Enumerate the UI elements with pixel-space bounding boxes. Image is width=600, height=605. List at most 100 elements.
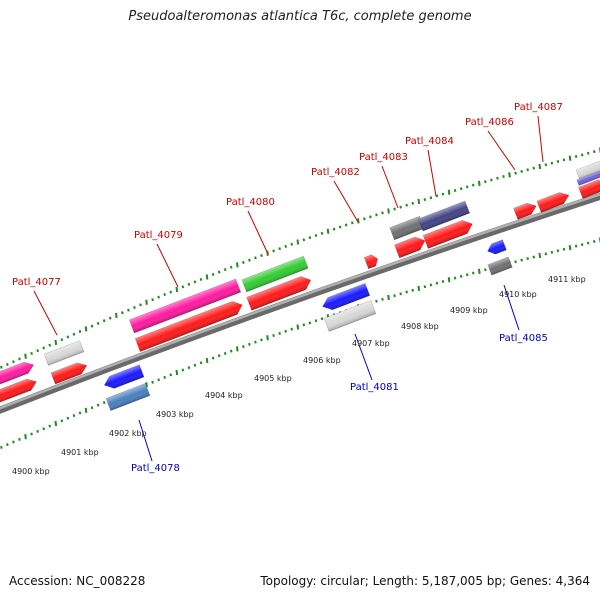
minor-tick	[6, 362, 9, 366]
minor-tick	[193, 363, 197, 367]
minor-tick	[520, 169, 523, 173]
minor-tick	[242, 261, 245, 264]
major-tick	[508, 172, 511, 178]
minor-tick	[453, 188, 457, 192]
leader-line	[537, 115, 544, 163]
minor-tick	[423, 198, 427, 202]
minor-tick	[592, 150, 596, 154]
minor-tick	[187, 366, 191, 370]
cds-forward	[513, 202, 537, 220]
minor-tick	[580, 243, 584, 247]
gene-label-forward: Patl_4087	[514, 102, 563, 113]
ruler-tick-label: 4908 kbp	[401, 322, 439, 331]
cds-forward	[246, 276, 312, 311]
minor-tick	[260, 254, 263, 258]
leader-line	[247, 210, 269, 255]
major-tick	[266, 335, 269, 341]
minor-tick	[217, 354, 221, 358]
minor-tick	[18, 437, 21, 441]
minor-tick	[229, 265, 233, 269]
minor-tick	[496, 176, 499, 180]
minor-tick	[36, 349, 39, 353]
major-tick	[54, 420, 58, 427]
minor-tick	[163, 293, 166, 297]
minor-tick	[157, 378, 160, 382]
gene-label-forward: Patl_4080	[226, 197, 275, 208]
minor-tick	[199, 277, 203, 281]
minor-tick	[332, 227, 336, 231]
gene-label-forward: Patl_4082	[311, 167, 360, 178]
minor-tick	[78, 330, 82, 334]
ruler-tick-label: 4901 kbp	[61, 448, 99, 457]
ruler-tick-label: 4910 kbp	[499, 290, 537, 299]
minor-tick	[30, 351, 33, 355]
forward-track-tick-row	[0, 147, 600, 369]
gene-forward	[417, 200, 471, 232]
minor-tick	[96, 403, 100, 407]
minor-tick	[405, 203, 408, 207]
minor-tick	[514, 260, 517, 264]
minor-tick	[96, 321, 100, 325]
ruler-tick-label: 4900 kbp	[12, 467, 50, 476]
minor-tick	[544, 163, 548, 167]
major-tick	[24, 353, 27, 359]
gene-forward	[0, 361, 35, 386]
gene-labels: Patl_4077 Patl_4079 Patl_4080 Patl_4082 Patl…	[12, 102, 563, 474]
major-tick	[568, 245, 572, 251]
minor-tick	[308, 321, 312, 325]
minor-tick	[108, 316, 112, 320]
major-tick	[145, 382, 148, 388]
minor-tick	[12, 360, 15, 364]
minor-tick	[459, 187, 463, 191]
minor-tick	[484, 180, 487, 184]
minor-tick	[193, 280, 197, 284]
minor-tick	[157, 295, 160, 299]
minor-tick	[284, 329, 287, 333]
minor-tick	[30, 432, 33, 436]
minor-tick	[0, 365, 3, 369]
minor-tick	[556, 159, 560, 163]
major-tick	[326, 228, 330, 234]
minor-tick	[526, 168, 529, 172]
minor-tick	[484, 268, 487, 272]
minor-tick	[242, 345, 245, 349]
major-tick	[205, 357, 209, 364]
gene-forward	[128, 278, 242, 334]
major-tick	[568, 155, 572, 161]
minor-tick	[169, 290, 173, 294]
cds-reverse	[323, 300, 377, 332]
gene-label-reverse: Patl_4081	[350, 382, 399, 393]
minor-tick	[260, 338, 263, 342]
ruler-tick-label: 4906 kbp	[303, 356, 341, 365]
minor-tick	[580, 153, 584, 157]
minor-tick	[314, 319, 318, 323]
accession-text: Accession: NC_008228	[9, 574, 146, 588]
minor-tick	[102, 319, 106, 323]
gene-forward	[575, 160, 600, 180]
minor-tick	[217, 270, 221, 274]
ruler-tick-label: 4903 kbp	[156, 410, 194, 419]
cds-forward	[50, 362, 88, 385]
major-tick	[447, 277, 451, 283]
minor-tick	[272, 249, 275, 253]
minor-tick	[284, 244, 287, 248]
minor-tick	[532, 255, 536, 259]
major-tick	[417, 285, 421, 292]
minor-tick	[411, 288, 415, 292]
minor-tick	[471, 271, 475, 275]
gene-label-forward: Patl_4079	[134, 230, 183, 241]
minor-tick	[272, 334, 275, 338]
cds-reverse	[103, 364, 145, 389]
minor-tick	[429, 196, 433, 200]
minor-tick	[290, 242, 294, 246]
major-tick	[478, 180, 481, 187]
minor-tick	[562, 158, 566, 162]
cds-reverse	[105, 383, 151, 411]
minor-tick	[60, 419, 64, 423]
major-tick	[24, 434, 27, 440]
ruler-tick-label: 4909 kbp	[450, 306, 488, 315]
minor-tick	[441, 192, 445, 196]
minor-tick	[254, 256, 257, 260]
